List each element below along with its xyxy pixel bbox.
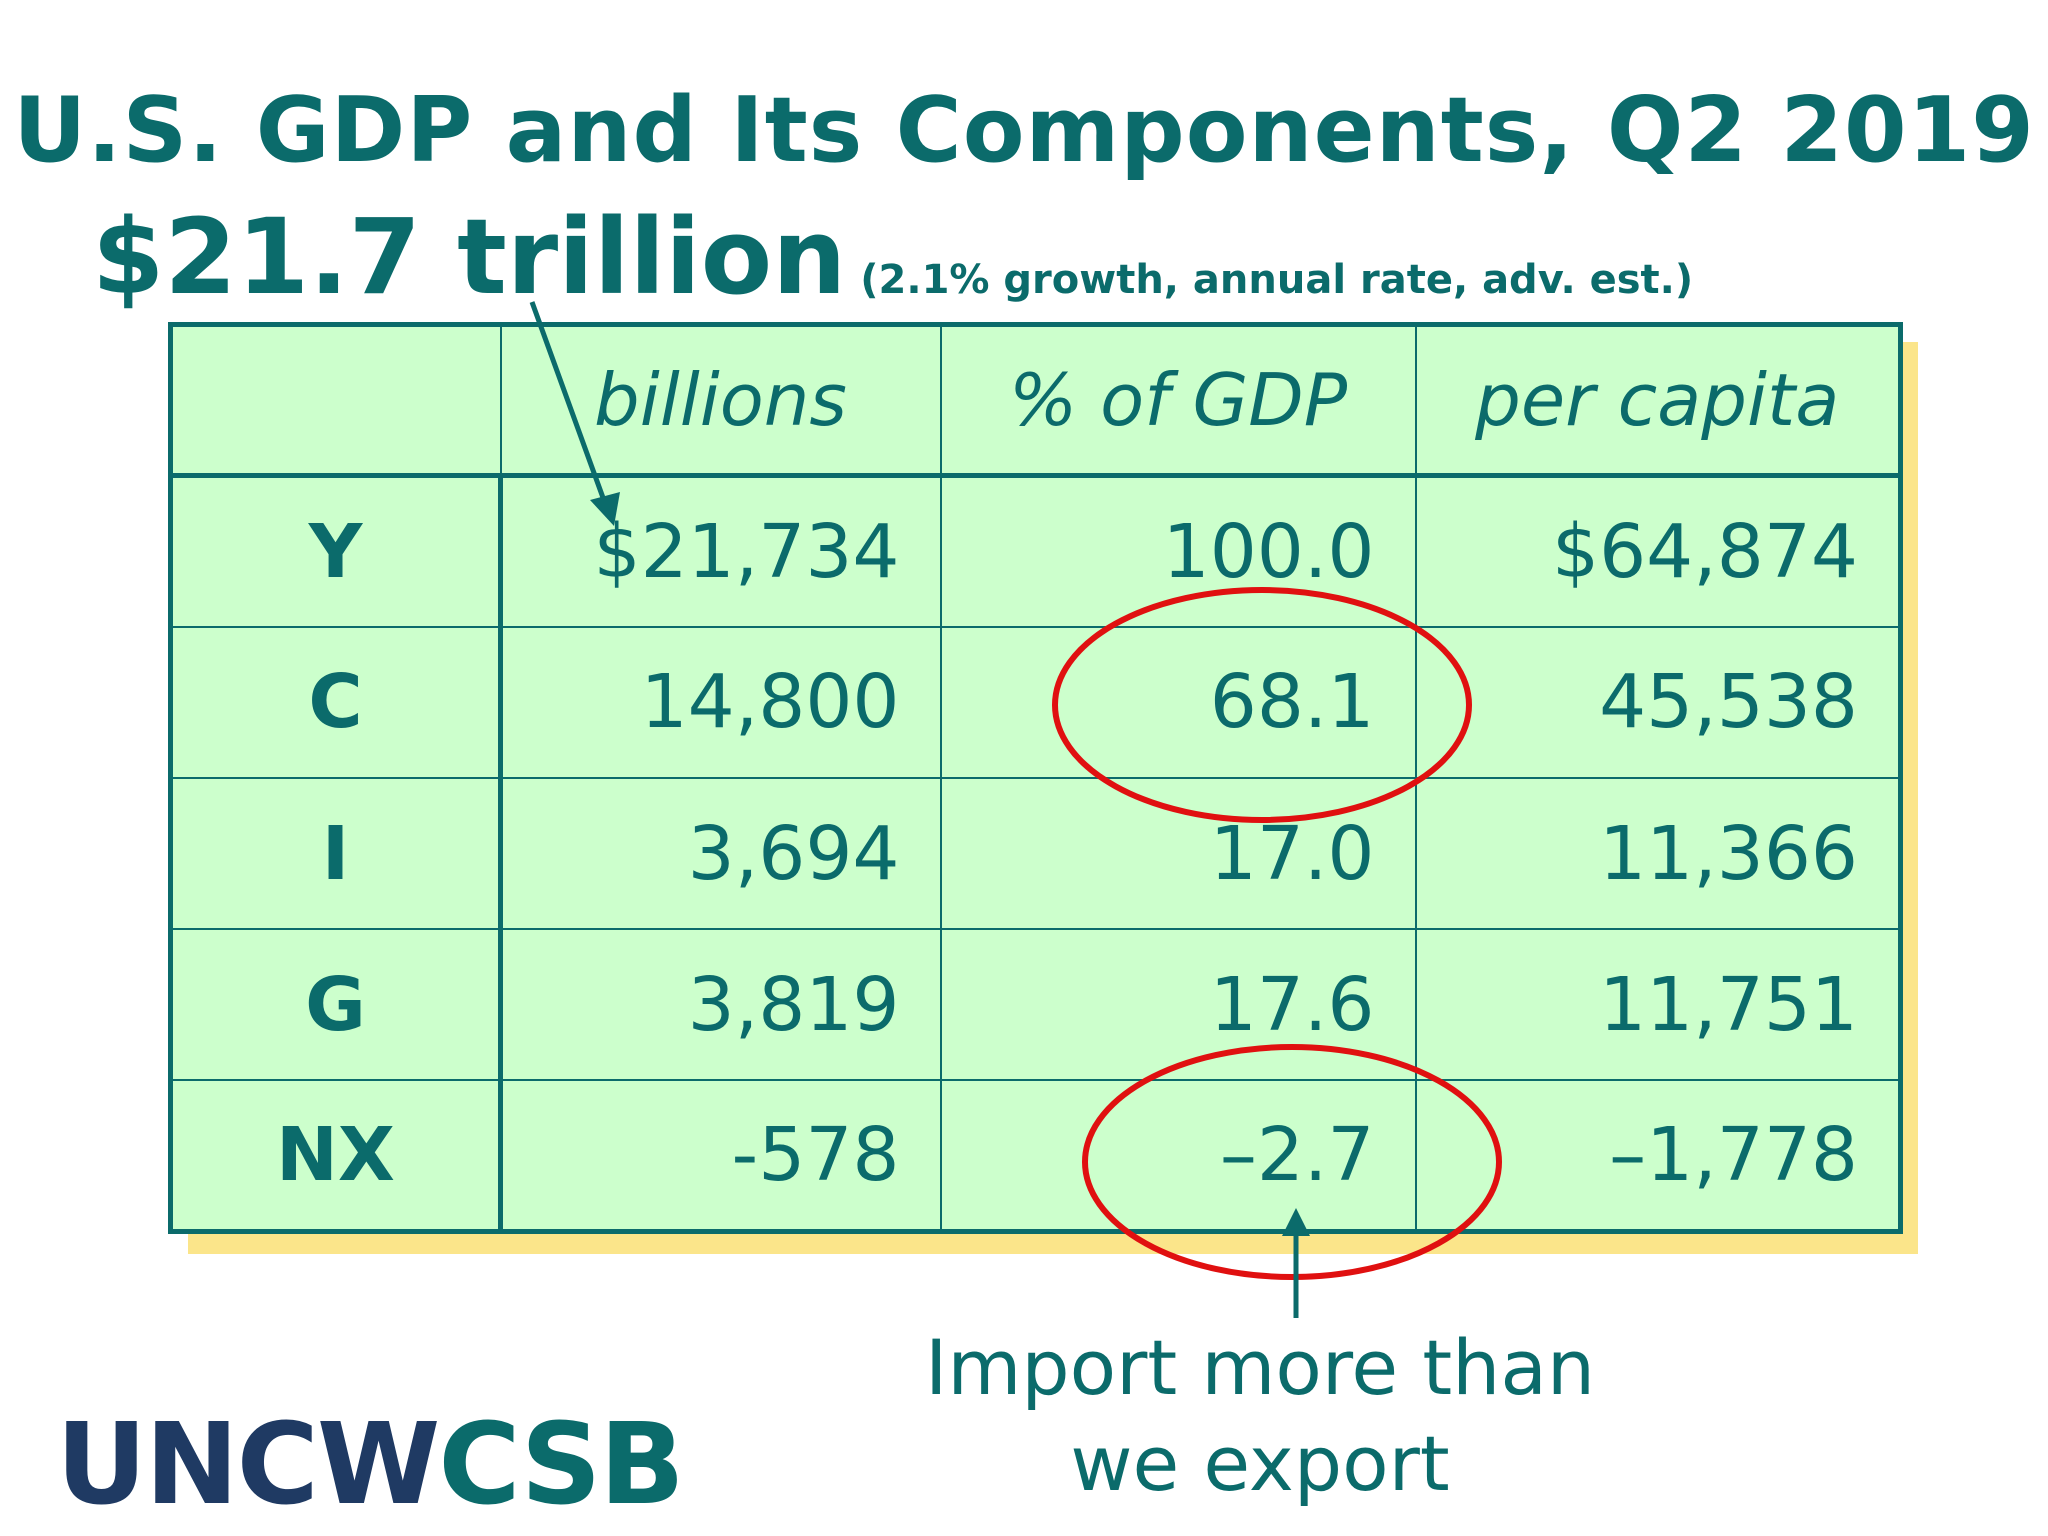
cell-billions: 3,819 [499, 928, 942, 1082]
cell-billions: 3,694 [499, 776, 942, 931]
table-header-row: billions % of GDP per capita [169, 323, 1902, 479]
cell-pct: 17.6 [939, 928, 1417, 1082]
cell-billions: -578 [499, 1079, 942, 1233]
header-pct-gdp: % of GDP [939, 323, 1417, 479]
table-row: Y $21,734 100.0 $64,874 [169, 474, 1902, 628]
gdp-total-line: $21.7 trillion (2.1% growth, annual rate,… [92, 196, 1693, 318]
cell-billions: $21,734 [499, 474, 942, 628]
cell-per-capita: 45,538 [1414, 625, 1902, 779]
table-row: G 3,819 17.6 11,751 [169, 928, 1902, 1082]
gdp-total: $21.7 trillion [92, 196, 847, 318]
cell-per-capita: –1,778 [1414, 1079, 1902, 1233]
table-row: NX -578 –2.7 –1,778 [169, 1079, 1902, 1233]
uncwcsb-logo: UNCWCSB [56, 1400, 685, 1530]
cell-per-capita: $64,874 [1414, 474, 1902, 628]
net-exports-annotation: Import more than we export [860, 1320, 1660, 1512]
logo-uncw: UNCW [56, 1400, 440, 1530]
row-label: Y [169, 474, 503, 628]
gdp-growth-note: (2.1% growth, annual rate, adv. est.) [860, 257, 1694, 303]
row-label: I [169, 776, 503, 931]
table-row: I 3,694 17.0 11,366 [169, 776, 1902, 931]
cell-pct: 68.1 [939, 625, 1417, 779]
cell-per-capita: 11,751 [1414, 928, 1902, 1082]
logo-csb: CSB [438, 1400, 684, 1530]
annotation-line-1: Import more than [924, 1323, 1596, 1412]
cell-billions: 14,800 [499, 625, 942, 779]
header-per-capita: per capita [1414, 323, 1902, 479]
cell-pct: –2.7 [939, 1079, 1417, 1233]
table-row: C 14,800 68.1 45,538 [169, 625, 1902, 779]
slide-title: U.S. GDP and Its Components, Q2 2019 [13, 78, 2035, 183]
row-label: NX [169, 1079, 503, 1233]
row-label: C [169, 625, 503, 779]
cell-pct: 100.0 [939, 474, 1417, 628]
header-billions: billions [499, 323, 942, 479]
cell-per-capita: 11,366 [1414, 776, 1902, 931]
annotation-line-2: we export [1070, 1419, 1450, 1508]
cell-pct: 17.0 [939, 776, 1417, 931]
gdp-components-table: billions % of GDP per capita Y $21,734 1… [168, 322, 1903, 1234]
row-label: G [169, 928, 503, 1082]
header-empty [169, 323, 502, 479]
